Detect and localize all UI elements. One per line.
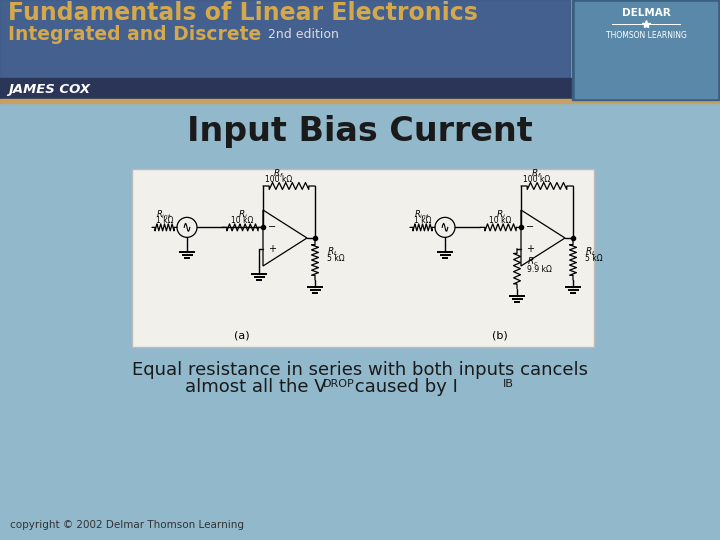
Text: $R_f$: $R_f$: [531, 167, 543, 179]
Text: 5 kΩ: 5 kΩ: [327, 254, 345, 263]
Text: (b): (b): [492, 331, 508, 341]
Text: $R_L$: $R_L$: [585, 246, 596, 259]
Text: 2nd edition: 2nd edition: [268, 29, 339, 42]
Text: 10 kΩ: 10 kΩ: [231, 217, 253, 225]
Bar: [575, 2, 717, 98]
Text: −: −: [526, 222, 534, 232]
Text: Equal resistance in series with both inputs cancels: Equal resistance in series with both inp…: [132, 361, 588, 379]
Text: $R_f$: $R_f$: [274, 167, 284, 179]
Bar: [0, 99, 720, 103]
Text: copyright © 2002 Delmar Thomson Learning: copyright © 2002 Delmar Thomson Learning: [10, 520, 244, 530]
Text: almost all the V: almost all the V: [185, 378, 327, 396]
Text: Integrated and Discrete: Integrated and Discrete: [8, 25, 261, 44]
Text: $R_c$: $R_c$: [527, 255, 539, 268]
Text: 5 kΩ: 5 kΩ: [585, 254, 603, 263]
Bar: [0, 78, 575, 100]
Text: (a): (a): [234, 331, 250, 341]
Text: 100 kΩ: 100 kΩ: [523, 175, 551, 184]
Text: $R_i$: $R_i$: [495, 208, 505, 221]
Text: 1 kΩ: 1 kΩ: [414, 217, 431, 225]
Text: 10 kΩ: 10 kΩ: [490, 217, 512, 225]
Text: $R_{int}$: $R_{int}$: [156, 208, 171, 221]
Text: THOMSON LEARNING: THOMSON LEARNING: [606, 30, 686, 39]
Text: +: +: [526, 244, 534, 254]
Text: +: +: [268, 244, 276, 254]
Text: DROP: DROP: [323, 379, 355, 389]
Bar: [0, 0, 570, 100]
Text: $R_{int}$: $R_{int}$: [414, 208, 430, 221]
Text: Fundamentals of Linear Electronics: Fundamentals of Linear Electronics: [8, 1, 478, 25]
Text: 9.9 kΩ: 9.9 kΩ: [527, 265, 552, 274]
Bar: [572, 0, 720, 100]
Bar: [132, 169, 594, 347]
Text: DELMAR: DELMAR: [621, 8, 670, 18]
Text: $R_i$: $R_i$: [238, 208, 248, 221]
Text: JAMES COX: JAMES COX: [8, 83, 90, 96]
Text: 100 kΩ: 100 kΩ: [266, 175, 292, 184]
Text: 1 kΩ: 1 kΩ: [156, 217, 174, 225]
Text: caused by I: caused by I: [349, 378, 458, 396]
Text: Input Bias Current: Input Bias Current: [187, 116, 533, 148]
Bar: [0, 0, 570, 100]
Text: $R_L$: $R_L$: [327, 246, 338, 259]
Text: IB: IB: [503, 379, 514, 389]
Text: −: −: [268, 222, 276, 232]
